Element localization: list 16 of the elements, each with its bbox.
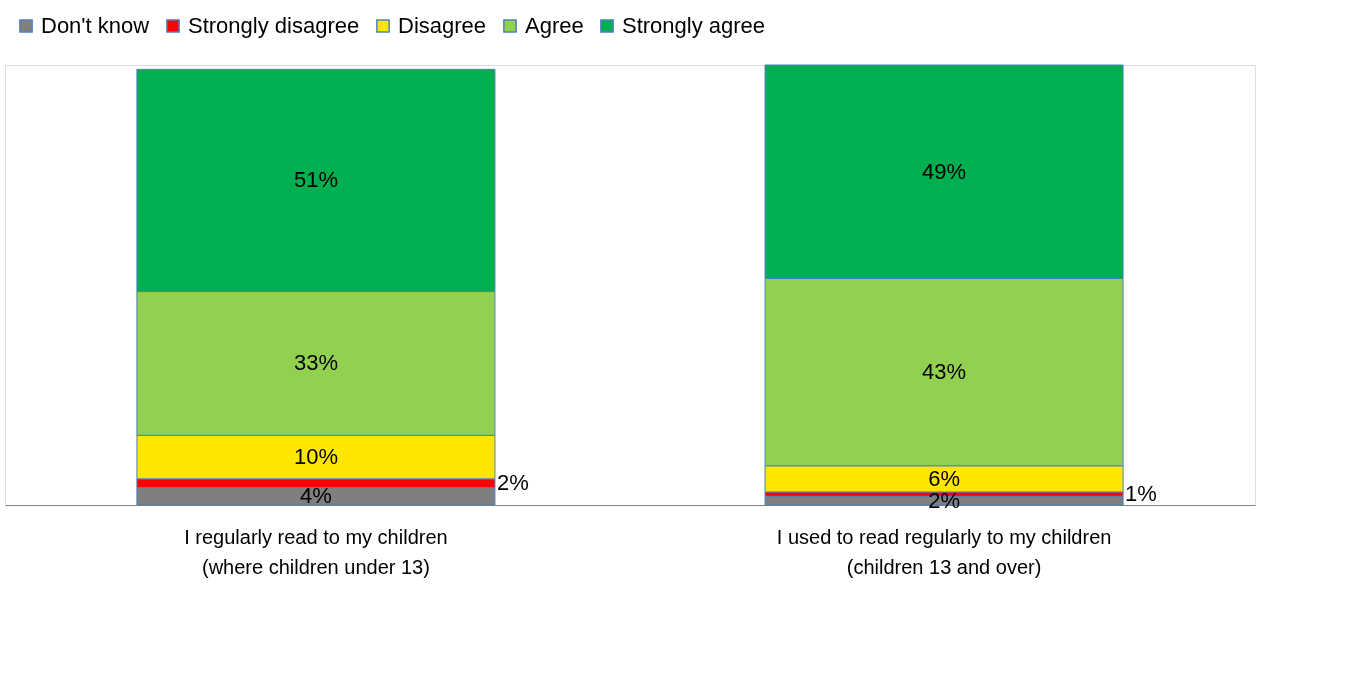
data-label: 49% xyxy=(922,158,967,184)
legend-label: Strongly agree xyxy=(622,13,766,38)
legend-label: Agree xyxy=(525,13,584,38)
data-label: 10% xyxy=(293,444,338,470)
data-label: 4% xyxy=(300,483,332,509)
legend-label: Strongly disagree xyxy=(188,13,360,38)
data-label: 2% xyxy=(496,470,529,496)
x-tick-label: I used to read regularly to my children (children 13 and over) xyxy=(776,525,1112,578)
x-tick-label: I regularly read to my children (where children under 13) xyxy=(184,525,448,578)
data-label: 51% xyxy=(293,167,338,193)
legend-label: Don't know xyxy=(41,13,150,38)
data-label: 1% xyxy=(1125,481,1157,507)
data-label: 43% xyxy=(922,359,967,385)
data-label: 33% xyxy=(293,350,338,376)
legend-label: Disagree xyxy=(398,13,487,38)
data-label: 6% xyxy=(928,465,960,491)
